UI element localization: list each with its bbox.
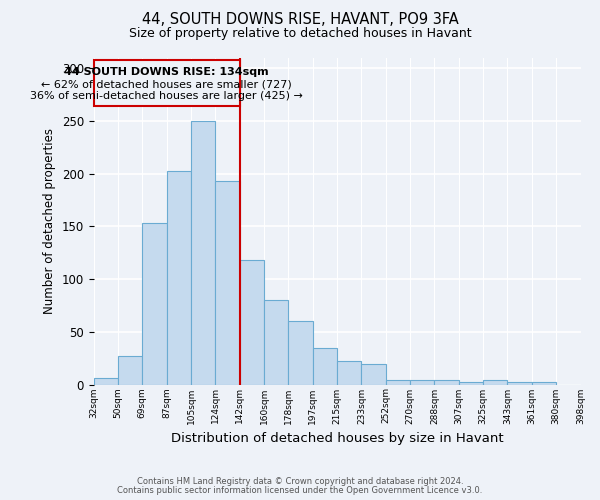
Bar: [118, 356, 142, 384]
Bar: [434, 380, 459, 384]
Bar: [240, 260, 264, 384]
Text: ← 62% of detached houses are smaller (727): ← 62% of detached houses are smaller (72…: [41, 80, 292, 90]
Bar: [386, 380, 410, 384]
Text: 36% of semi-detached houses are larger (425) →: 36% of semi-detached houses are larger (…: [30, 92, 303, 102]
Bar: [191, 121, 215, 384]
Bar: [94, 378, 118, 384]
Bar: [459, 382, 483, 384]
Y-axis label: Number of detached properties: Number of detached properties: [43, 128, 56, 314]
Text: Contains HM Land Registry data © Crown copyright and database right 2024.: Contains HM Land Registry data © Crown c…: [137, 477, 463, 486]
Bar: [508, 382, 532, 384]
Text: Contains public sector information licensed under the Open Government Licence v3: Contains public sector information licen…: [118, 486, 482, 495]
FancyBboxPatch shape: [94, 60, 240, 106]
Bar: [410, 380, 434, 384]
Bar: [361, 364, 386, 384]
Bar: [483, 380, 508, 384]
Text: 44 SOUTH DOWNS RISE: 134sqm: 44 SOUTH DOWNS RISE: 134sqm: [64, 67, 269, 77]
Bar: [264, 300, 289, 384]
Bar: [142, 223, 167, 384]
Bar: [289, 321, 313, 384]
Bar: [337, 362, 361, 384]
X-axis label: Distribution of detached houses by size in Havant: Distribution of detached houses by size …: [171, 432, 503, 445]
Bar: [313, 348, 337, 385]
Bar: [215, 181, 240, 384]
Text: Size of property relative to detached houses in Havant: Size of property relative to detached ho…: [128, 28, 472, 40]
Bar: [167, 172, 191, 384]
Bar: [532, 382, 556, 384]
Text: 44, SOUTH DOWNS RISE, HAVANT, PO9 3FA: 44, SOUTH DOWNS RISE, HAVANT, PO9 3FA: [142, 12, 458, 28]
